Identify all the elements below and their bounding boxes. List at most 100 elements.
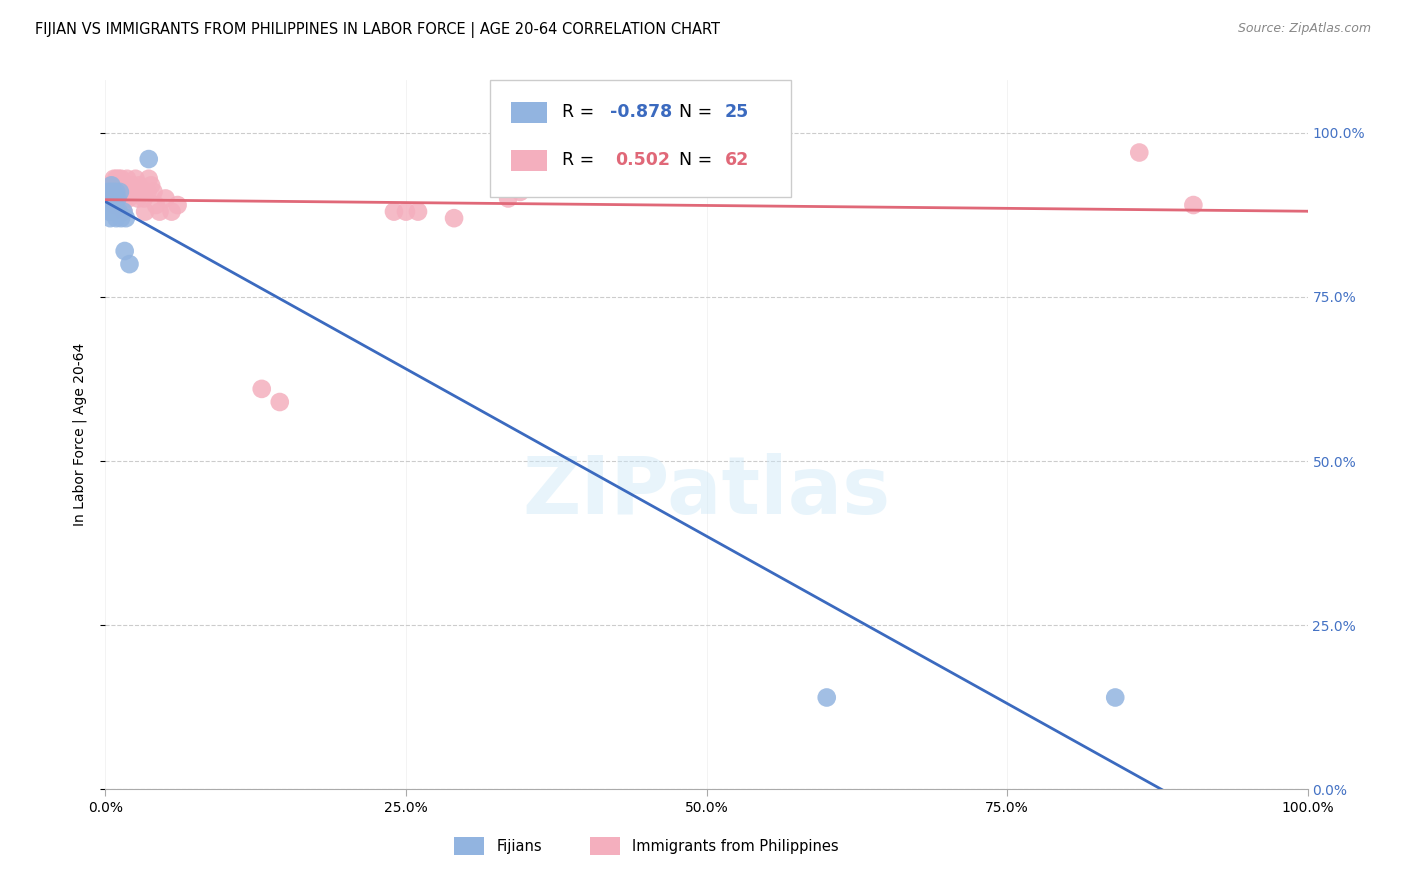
Point [148, 204, 170, 219]
Point [166, 198, 188, 212]
Point [138, 152, 160, 166]
Point [104, 178, 127, 193]
Point [138, 171, 160, 186]
Point [103, 204, 125, 219]
Point [110, 171, 132, 186]
Text: 25: 25 [724, 103, 749, 121]
Point [118, 257, 141, 271]
Point [117, 192, 139, 206]
Point [104, 198, 127, 212]
Point [100, 178, 122, 193]
Point [121, 178, 143, 193]
Point [115, 185, 138, 199]
Point [103, 185, 125, 199]
Point [101, 178, 124, 193]
Point [406, 204, 429, 219]
Point [100, 192, 122, 206]
Point [97, 192, 120, 206]
Point [107, 185, 129, 199]
Point [1182, 198, 1205, 212]
Point [107, 204, 129, 219]
Point [122, 185, 145, 199]
Point [108, 178, 131, 193]
Point [112, 204, 135, 219]
Point [118, 178, 141, 193]
Text: -0.878: -0.878 [610, 103, 672, 121]
Point [103, 192, 125, 206]
Point [1104, 690, 1126, 705]
Text: N =: N = [679, 152, 717, 169]
Y-axis label: In Labor Force | Age 20-64: In Labor Force | Age 20-64 [73, 343, 87, 526]
Text: R =: R = [562, 103, 600, 121]
Point [98, 185, 121, 199]
Point [107, 171, 129, 186]
Point [97, 185, 120, 199]
Point [124, 171, 146, 186]
Text: Immigrants from Philippines: Immigrants from Philippines [631, 838, 838, 854]
Point [108, 192, 131, 206]
Point [142, 185, 165, 199]
Text: Fijians: Fijians [496, 838, 541, 854]
Text: N =: N = [679, 103, 717, 121]
Point [250, 382, 273, 396]
Point [269, 395, 291, 409]
Point [114, 185, 136, 199]
Point [1128, 145, 1150, 160]
FancyBboxPatch shape [510, 102, 547, 123]
Point [509, 185, 531, 199]
Text: 0.502: 0.502 [616, 152, 671, 169]
Point [124, 185, 146, 199]
Point [98, 204, 121, 219]
Point [101, 185, 124, 199]
Point [101, 204, 124, 219]
Point [115, 211, 138, 226]
Point [815, 690, 838, 705]
Point [105, 185, 128, 199]
FancyBboxPatch shape [491, 80, 790, 197]
Text: 62: 62 [724, 152, 749, 169]
Point [98, 192, 121, 206]
Point [104, 192, 127, 206]
Point [98, 192, 121, 206]
Point [131, 185, 153, 199]
Point [108, 185, 131, 199]
Point [105, 171, 128, 186]
FancyBboxPatch shape [454, 838, 484, 855]
Point [114, 244, 136, 258]
Point [127, 192, 149, 206]
Point [98, 178, 121, 193]
Point [155, 192, 177, 206]
Point [107, 198, 129, 212]
Point [103, 198, 125, 212]
Point [145, 198, 167, 212]
Point [103, 171, 125, 186]
Point [105, 192, 128, 206]
Point [100, 185, 122, 199]
Point [98, 185, 121, 199]
Point [101, 204, 124, 219]
Point [382, 204, 405, 219]
Point [112, 178, 135, 193]
FancyBboxPatch shape [510, 150, 547, 171]
Point [111, 185, 134, 199]
FancyBboxPatch shape [591, 838, 620, 855]
Point [105, 211, 128, 226]
Point [115, 171, 138, 186]
Text: FIJIAN VS IMMIGRANTS FROM PHILIPPINES IN LABOR FORCE | AGE 20-64 CORRELATION CHA: FIJIAN VS IMMIGRANTS FROM PHILIPPINES IN… [35, 22, 720, 38]
Point [128, 178, 150, 193]
Point [110, 185, 132, 199]
Point [98, 211, 121, 226]
Point [136, 185, 159, 199]
Point [114, 192, 136, 206]
Point [120, 185, 142, 199]
Point [107, 185, 129, 199]
Point [132, 192, 155, 206]
Point [160, 204, 183, 219]
Point [395, 204, 418, 219]
Text: Source: ZipAtlas.com: Source: ZipAtlas.com [1237, 22, 1371, 36]
Point [110, 211, 132, 226]
Point [112, 204, 135, 219]
Point [139, 178, 162, 193]
Point [115, 178, 138, 193]
Point [100, 204, 122, 219]
